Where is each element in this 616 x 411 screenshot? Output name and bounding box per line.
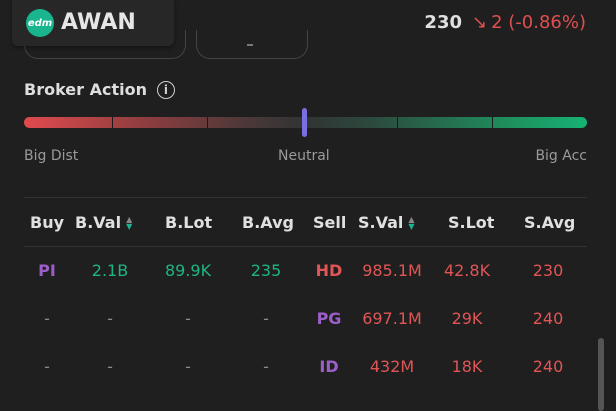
scrollbar[interactable] — [598, 338, 604, 411]
gauge-marker — [302, 108, 307, 137]
gauge-tick — [492, 117, 493, 128]
gauge-label-left: Big Dist — [24, 148, 79, 164]
gauge-tick — [207, 117, 208, 128]
arrow-down-right-icon: ↘ — [472, 12, 488, 33]
sell-value: 697.1M — [362, 309, 422, 328]
gauge-label-right: Big Acc — [535, 148, 587, 164]
sell-lot: 29K — [451, 309, 483, 328]
sell-avg: 240 — [532, 357, 564, 376]
buy-lot: 89.9K — [164, 261, 212, 280]
col-header-sval-label: S.Val — [358, 213, 404, 232]
pill-dash — [247, 44, 253, 46]
info-icon[interactable]: i — [156, 81, 175, 99]
gauge-label-mid: Neutral — [278, 148, 330, 164]
col-header-savg: S.Avg — [524, 213, 576, 232]
buy-avg: - — [263, 357, 269, 376]
gauge-tick — [112, 117, 113, 128]
price-box: 230 ↘ 2 (-0.86%) — [424, 12, 586, 34]
gauge-tick — [397, 117, 398, 128]
buy-avg: 235 — [250, 261, 282, 280]
buy-value: 2.1B — [91, 261, 129, 280]
col-header-bval[interactable]: B.Val ▲ ▼ — [75, 212, 132, 234]
buy-avg: - — [263, 309, 269, 328]
col-header-blot: B.Lot — [165, 213, 213, 232]
col-header-slot: S.Lot — [448, 213, 495, 232]
sell-value: 432M — [369, 357, 415, 376]
header: edm AWAN 230 ↘ 2 (-0.86%) — [0, 0, 616, 59]
col-header-buy: Buy — [30, 213, 65, 232]
ticker-chip[interactable]: edm AWAN — [12, 0, 174, 46]
sort-icon[interactable]: ▲ ▼ — [126, 215, 133, 231]
filter-pill-2[interactable] — [196, 30, 308, 59]
buy-value: - — [107, 309, 113, 328]
last-price: 230 — [424, 12, 462, 33]
sort-icon[interactable]: ▲ ▼ — [408, 215, 415, 231]
col-header-sell: Sell — [313, 213, 347, 232]
edm-logo-icon: edm — [26, 9, 54, 37]
price-change: ↘ 2 (-0.86%) — [472, 12, 586, 34]
sell-lot: 18K — [451, 357, 483, 376]
sell-broker-code[interactable]: HD — [315, 261, 343, 280]
buy-lot: - — [185, 357, 191, 376]
buy-broker-code: - — [44, 309, 50, 328]
col-header-bval-label: B.Val — [75, 213, 122, 232]
broker-action-title: Broker Action i — [24, 79, 175, 101]
sell-avg: 240 — [532, 309, 564, 328]
ticker-symbol: AWAN — [61, 10, 136, 35]
buy-lot: - — [185, 309, 191, 328]
price-change-value: 2 (-0.86%) — [491, 12, 586, 33]
buy-broker-code[interactable]: PI — [38, 261, 56, 280]
divider — [24, 246, 587, 247]
sell-broker-code[interactable]: PG — [316, 309, 342, 328]
col-header-sval[interactable]: S.Val ▲ ▼ — [358, 212, 415, 234]
broker-action-label: Broker Action — [24, 80, 147, 99]
sell-avg: 230 — [532, 261, 564, 280]
sell-value: 985.1M — [362, 261, 422, 280]
sell-broker-code[interactable]: ID — [319, 357, 339, 376]
divider — [24, 197, 587, 198]
sell-lot: 42.8K — [443, 261, 491, 280]
buy-broker-code: - — [44, 357, 50, 376]
col-header-bavg: B.Avg — [242, 213, 294, 232]
buy-value: - — [107, 357, 113, 376]
